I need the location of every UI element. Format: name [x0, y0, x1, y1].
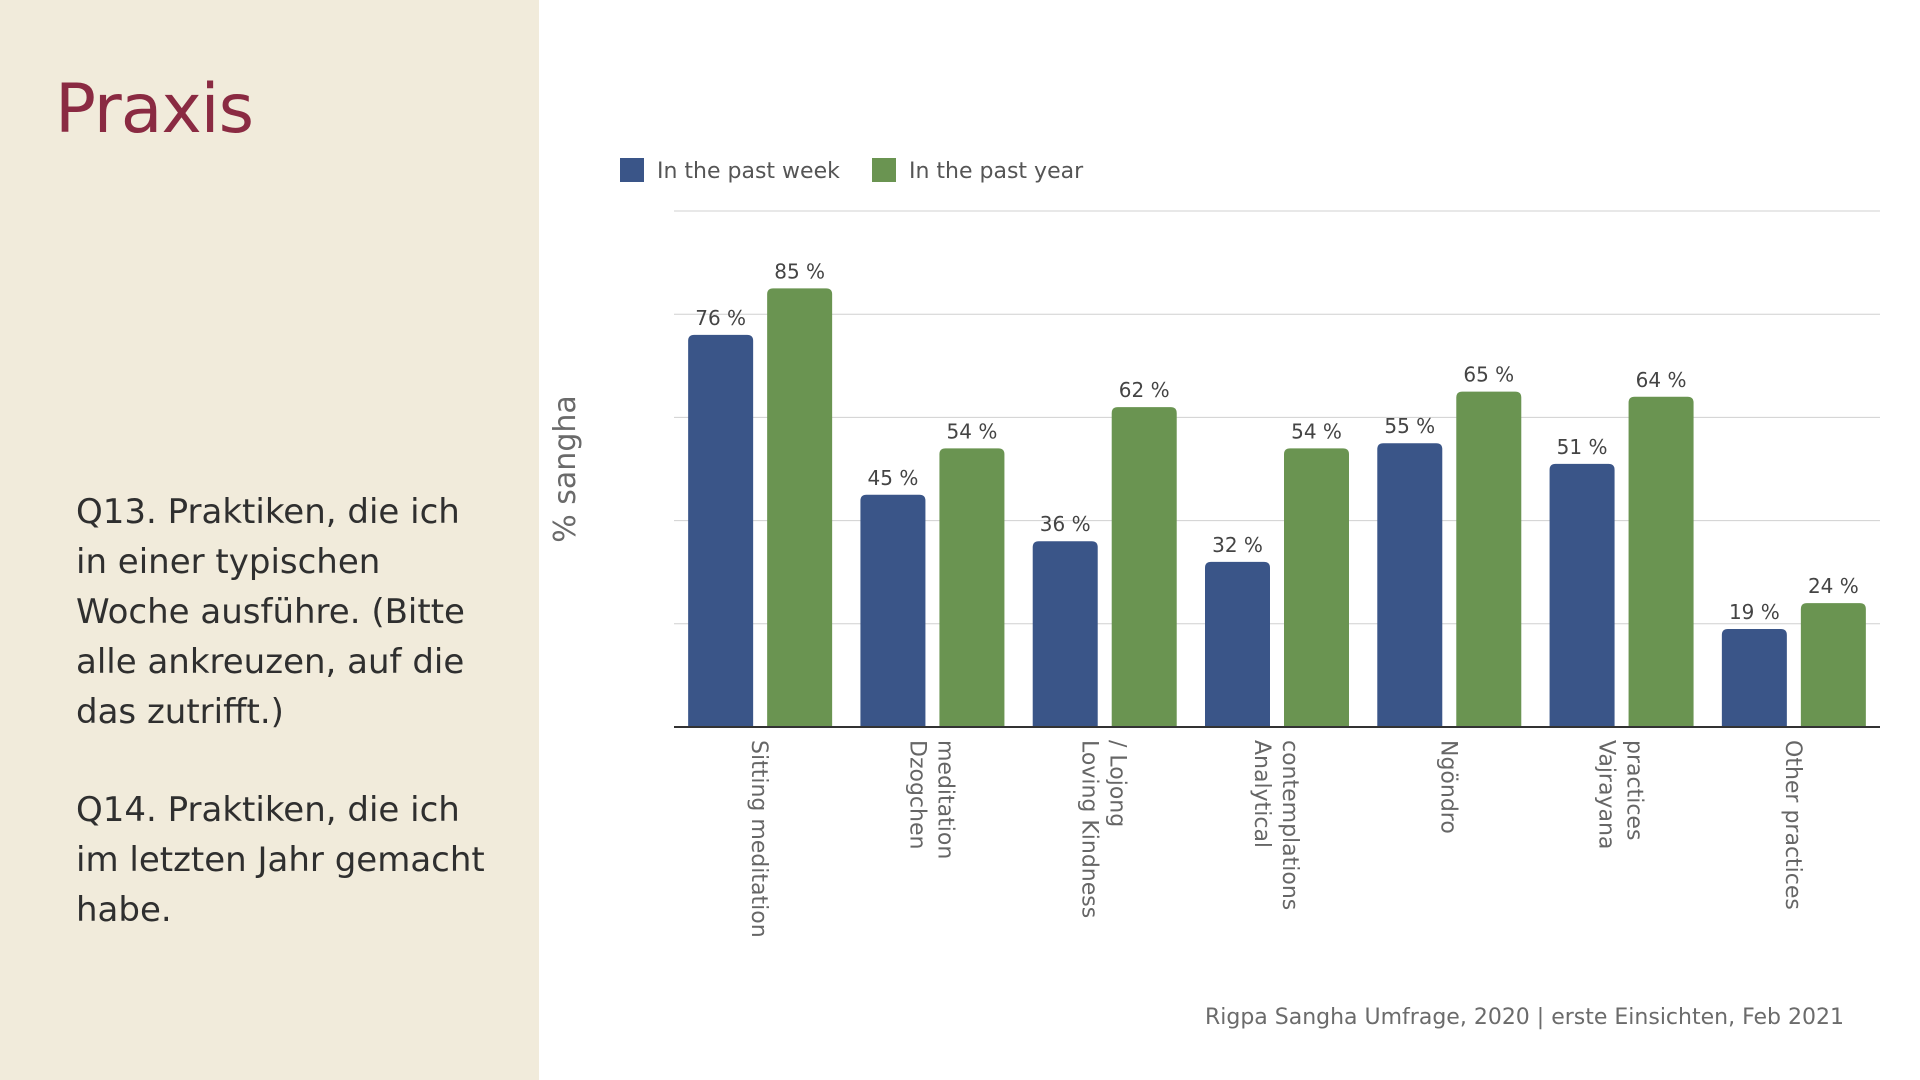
category-label-line: Loving Kindness [1077, 740, 1102, 918]
category-label: Vajrayana practices [1594, 740, 1647, 849]
bar [939, 448, 1005, 727]
category-label-line: Other practices [1780, 740, 1805, 910]
data-label: 64 % [1636, 368, 1687, 392]
bar [1377, 443, 1443, 727]
legend-swatch [872, 158, 896, 182]
bar [1284, 448, 1349, 727]
bar [767, 288, 833, 727]
legend-swatch [620, 158, 644, 182]
footer-source: Rigpa Sangha Umfrage, 2020 | erste Einsi… [1204, 1005, 1844, 1030]
bar [1032, 541, 1098, 727]
data-label: 65 % [1463, 363, 1514, 387]
bar [1205, 561, 1270, 727]
data-label: 76 % [695, 306, 746, 330]
bar [860, 494, 926, 727]
category-label: Ngöndro [1435, 740, 1460, 834]
data-label: 54 % [1291, 419, 1342, 443]
bar [1721, 628, 1787, 727]
category-label-line: contemplations [1277, 740, 1302, 910]
legend-label: In the past week [657, 159, 840, 184]
chart-area: % sangha In the past week In the past year… [540, 0, 1920, 1080]
category-label-line: Vajrayana [1594, 740, 1619, 849]
category-label-line: Ngöndro [1435, 740, 1460, 834]
data-label: 62 % [1119, 378, 1170, 402]
bar [1456, 391, 1522, 727]
bar [1111, 407, 1177, 727]
data-label: 45 % [868, 466, 919, 490]
y-axis-label: % sangha [548, 395, 583, 543]
category-label: Other practices [1780, 740, 1805, 910]
slide-title: Praxis [55, 70, 254, 149]
question-q14: Q14. Praktiken, die ich im letzten Jahr … [76, 790, 485, 930]
category-label-line: practices [1622, 740, 1647, 840]
category-label: Sitting meditation [746, 740, 771, 938]
data-label: 55 % [1384, 414, 1435, 438]
bar [1628, 396, 1694, 727]
category-label-line: meditation [932, 740, 957, 859]
bar [1800, 603, 1866, 727]
category-label: Dzogchen meditation [904, 740, 957, 859]
category-label: Loving Kindness / Lojong [1077, 740, 1130, 918]
category-label-line: Analytical [1249, 740, 1274, 848]
bar [1549, 463, 1615, 727]
category-label-line: Sitting meditation [746, 740, 771, 938]
bar-chart: % sangha In the past week In the past year… [548, 158, 1880, 938]
sidebar-panel: Praxis Q13. Praktiken, die ich in einer … [0, 0, 539, 1080]
data-label: 51 % [1557, 435, 1608, 459]
category-label: Analytical contemplations [1249, 740, 1302, 910]
data-label: 54 % [947, 419, 998, 443]
data-label: 32 % [1212, 533, 1263, 557]
legend-label: In the past year [909, 159, 1084, 184]
category-label-line: Dzogchen [904, 740, 929, 849]
category-label-line: / Lojong [1105, 740, 1130, 827]
data-label: 36 % [1040, 512, 1091, 536]
question-q13: Q13. Praktiken, die ich in einer typisch… [76, 492, 465, 732]
data-label: 85 % [774, 259, 825, 283]
bar [688, 334, 754, 727]
data-label: 24 % [1808, 574, 1859, 598]
data-label: 19 % [1729, 600, 1780, 624]
